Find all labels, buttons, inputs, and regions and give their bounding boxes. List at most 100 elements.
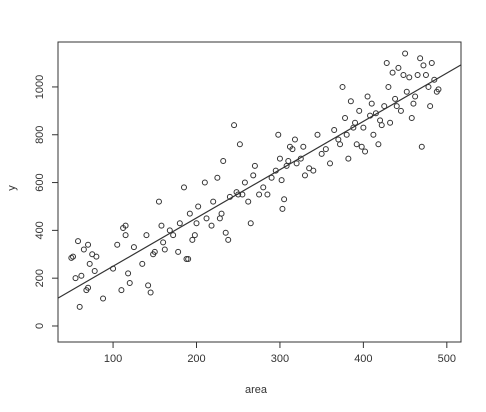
point	[353, 141, 360, 148]
point	[70, 253, 77, 260]
point	[139, 260, 146, 267]
point	[435, 86, 442, 93]
point	[370, 131, 377, 138]
point	[85, 284, 92, 291]
point	[147, 289, 154, 296]
point	[126, 279, 133, 286]
point	[364, 93, 371, 100]
point	[256, 191, 263, 198]
plot-frame	[57, 41, 462, 343]
point	[403, 88, 410, 95]
point	[428, 60, 435, 67]
point	[158, 222, 165, 229]
point	[410, 100, 417, 107]
point	[176, 220, 183, 227]
point	[93, 253, 100, 260]
point	[378, 122, 385, 129]
point	[78, 272, 85, 279]
x-tick-label: 400	[354, 353, 372, 365]
point	[400, 71, 407, 78]
point	[208, 222, 215, 229]
point	[235, 191, 242, 198]
point	[322, 146, 329, 153]
point	[245, 198, 252, 205]
point	[250, 172, 257, 179]
y-axis-label: y	[6, 185, 18, 191]
point	[417, 55, 424, 62]
point	[420, 62, 427, 69]
point	[236, 141, 243, 148]
point	[343, 131, 350, 138]
point	[214, 174, 221, 181]
point	[118, 287, 125, 294]
point	[114, 241, 121, 248]
point	[402, 50, 409, 57]
point	[285, 158, 292, 165]
point	[427, 103, 434, 110]
point	[91, 268, 98, 275]
point	[151, 248, 158, 255]
y-tick-label: 1000	[34, 75, 46, 99]
point	[268, 174, 275, 181]
point	[203, 215, 210, 222]
point	[193, 220, 200, 227]
point	[218, 210, 225, 217]
point	[185, 256, 192, 263]
point	[387, 119, 394, 126]
x-tick-label: 500	[438, 353, 456, 365]
point	[389, 69, 396, 76]
point	[100, 295, 107, 302]
point	[342, 115, 349, 122]
point	[362, 148, 369, 155]
point	[276, 155, 283, 162]
point	[395, 64, 402, 71]
point	[375, 141, 382, 148]
point	[85, 241, 92, 248]
point	[352, 119, 359, 126]
point	[289, 146, 296, 153]
fit-line	[57, 64, 462, 299]
point	[406, 74, 413, 81]
point	[130, 244, 137, 251]
point	[431, 76, 438, 83]
x-axis-label: area	[245, 384, 268, 396]
point	[80, 246, 87, 253]
point	[186, 210, 193, 217]
point	[180, 184, 187, 191]
point	[122, 232, 129, 239]
y-tick-label: 800	[34, 126, 46, 144]
point	[122, 222, 129, 229]
point	[368, 100, 375, 107]
point	[393, 103, 400, 110]
point	[72, 275, 79, 282]
point	[220, 158, 227, 165]
point	[160, 239, 167, 246]
point	[301, 172, 308, 179]
y-tick-label: 200	[34, 269, 46, 287]
point	[222, 229, 229, 236]
point	[278, 177, 285, 184]
x-tick-label: 100	[104, 353, 122, 365]
point	[327, 160, 334, 167]
point	[300, 143, 307, 150]
point	[422, 71, 429, 78]
point	[397, 107, 404, 114]
point	[408, 115, 415, 122]
point	[251, 162, 258, 169]
point	[358, 143, 365, 150]
point	[381, 103, 388, 110]
y-tick-label: 400	[34, 221, 46, 239]
point	[425, 83, 432, 90]
point	[210, 198, 217, 205]
point	[161, 246, 168, 253]
y-tick-label: 600	[34, 173, 46, 191]
point	[279, 205, 286, 212]
point	[191, 232, 198, 239]
point	[335, 136, 342, 143]
x-tick-label: 300	[271, 353, 289, 365]
point	[231, 122, 238, 129]
point	[216, 215, 223, 222]
point	[314, 131, 321, 138]
point	[377, 117, 384, 124]
